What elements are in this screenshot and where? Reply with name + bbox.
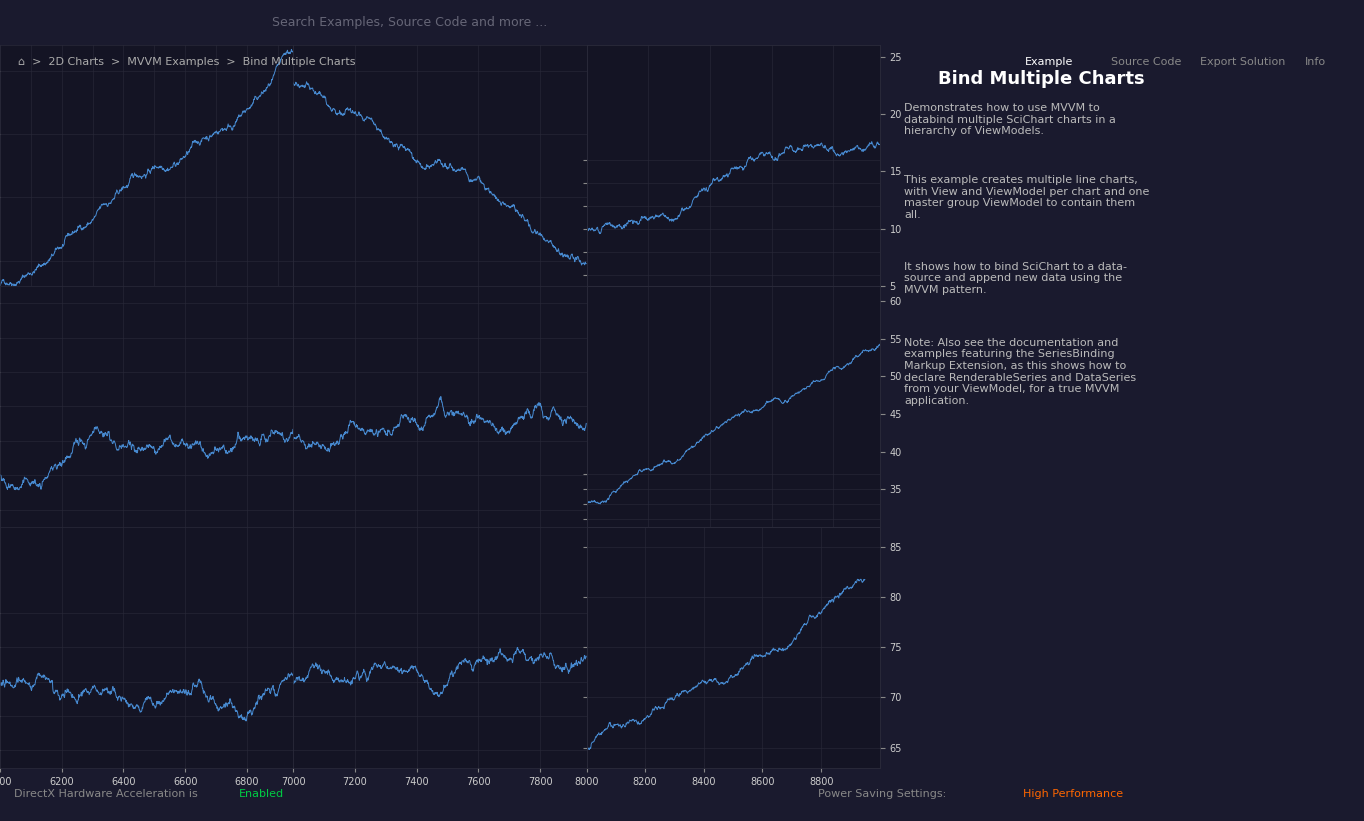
Text: Enabled: Enabled xyxy=(239,789,284,800)
Text: Bind Multiple Charts: Bind Multiple Charts xyxy=(938,71,1144,89)
Text: It shows how to bind SciChart to a data-
source and append new data using the
MV: It shows how to bind SciChart to a data-… xyxy=(904,262,1127,295)
Text: Export Solution: Export Solution xyxy=(1200,57,1286,67)
Text: ⌂  >  2D Charts  >  MVVM Examples  >  Bind Multiple Charts: ⌂ > 2D Charts > MVVM Examples > Bind Mul… xyxy=(18,57,355,67)
Text: DirectX Hardware Acceleration is: DirectX Hardware Acceleration is xyxy=(14,789,205,800)
Text: Example: Example xyxy=(1026,57,1073,67)
Text: High Performance: High Performance xyxy=(1023,789,1123,800)
Text: Note: Also see the documentation and
examples featuring the SeriesBinding
Markup: Note: Also see the documentation and exa… xyxy=(904,337,1136,406)
Text: Source Code: Source Code xyxy=(1110,57,1181,67)
Text: Info: Info xyxy=(1305,57,1326,67)
Text: Power Saving Settings:: Power Saving Settings: xyxy=(818,789,953,800)
Text: Demonstrates how to use MVVM to
databind multiple SciChart charts in a
hierarchy: Demonstrates how to use MVVM to databind… xyxy=(904,103,1116,136)
Text: This example creates multiple line charts,
with View and ViewModel per chart and: This example creates multiple line chart… xyxy=(904,175,1150,220)
Text: Search Examples, Source Code and more ...: Search Examples, Source Code and more ..… xyxy=(271,16,547,29)
